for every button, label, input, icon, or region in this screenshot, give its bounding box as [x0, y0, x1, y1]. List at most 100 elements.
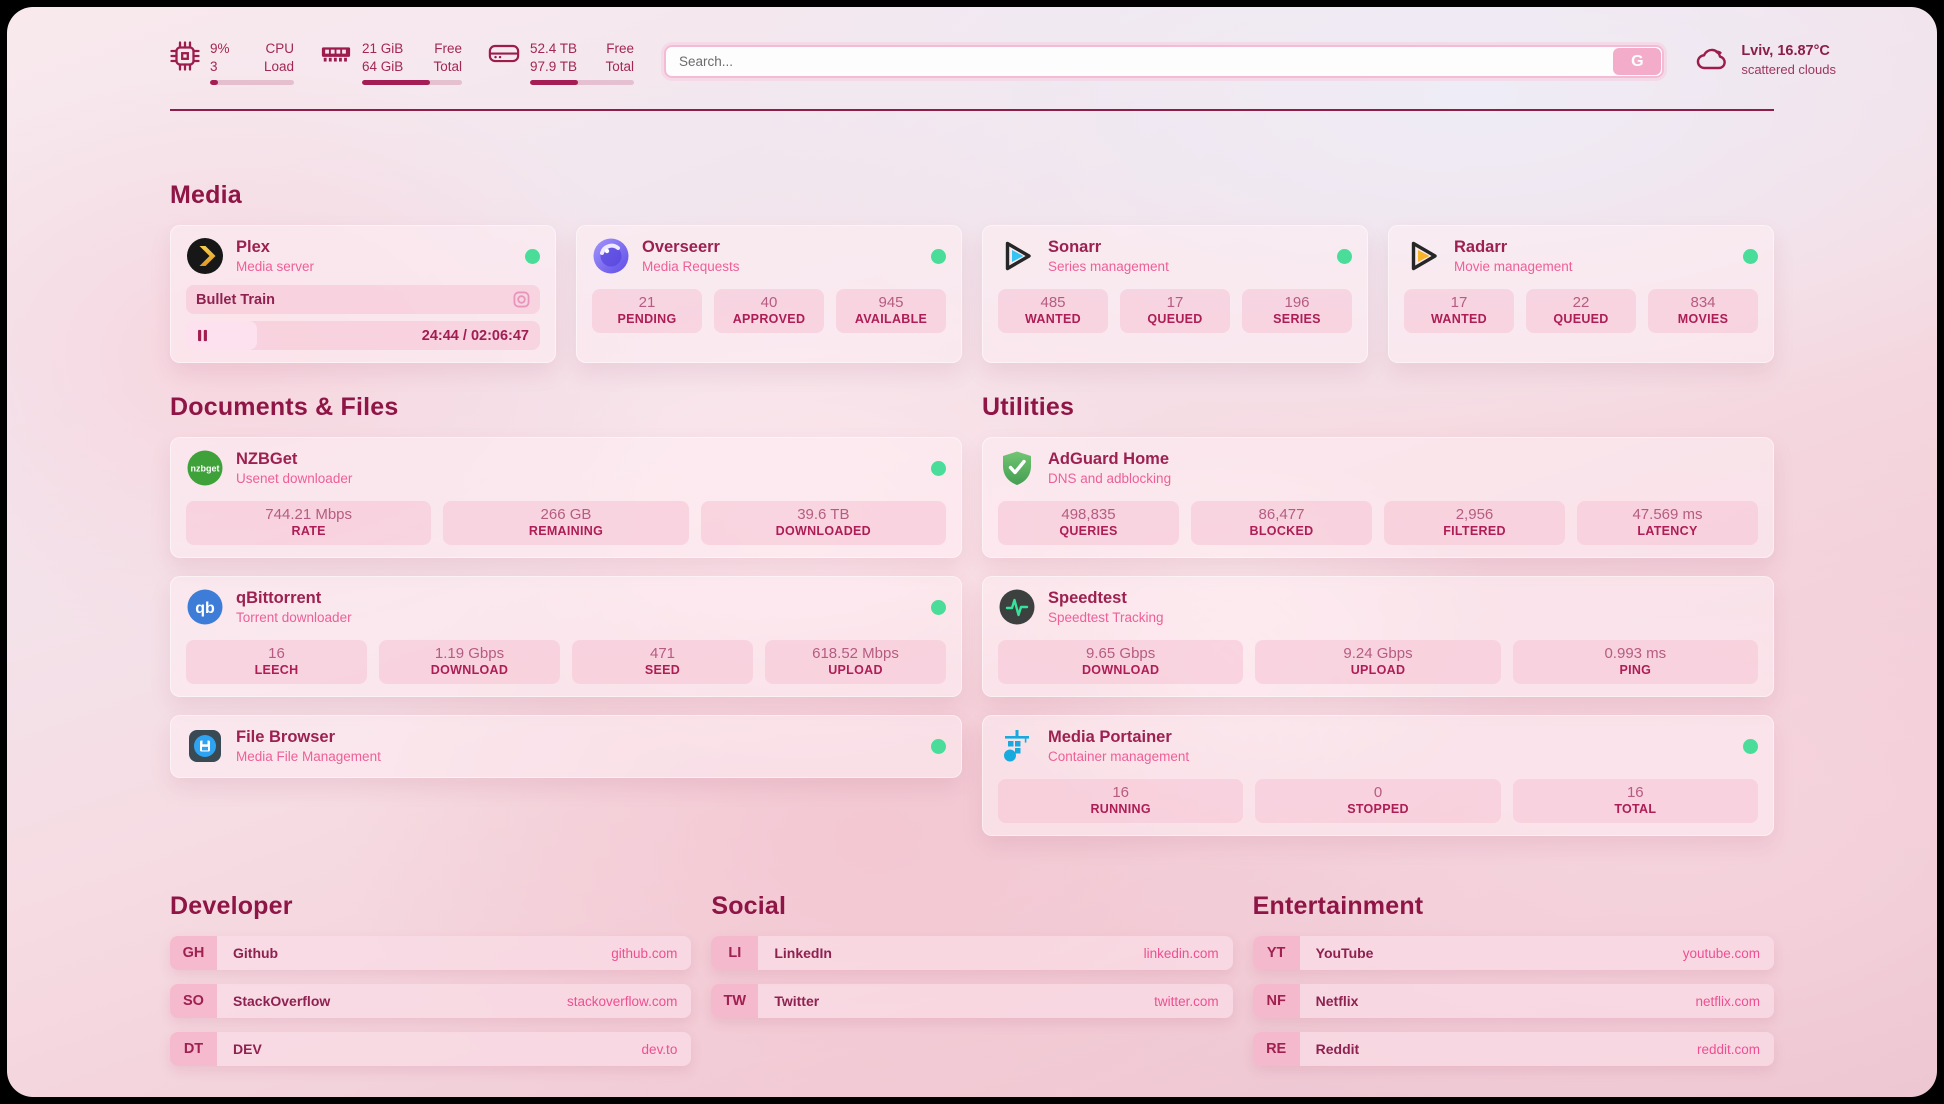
stat-box: 39.6 TB DOWNLOADED: [700, 501, 946, 546]
dev-icon: DT: [170, 1032, 217, 1067]
portainer-card[interactable]: Media Portainer Container management 16 …: [982, 715, 1774, 837]
disk-progressbar: [530, 80, 634, 86]
ram-progressbar: [362, 80, 462, 86]
disk-label1: Free: [606, 41, 634, 56]
stat-box: 485 WANTED: [998, 289, 1108, 334]
cpu-icon: [170, 41, 200, 85]
link-reddit[interactable]: RE Reddit reddit.com: [1252, 1032, 1774, 1067]
link-linkedin[interactable]: LI LinkedIn linkedin.com: [711, 936, 1233, 971]
cpu-stat: 9% 3 CPU Load: [170, 40, 294, 86]
cpu-progressbar: [210, 80, 294, 86]
svg-text:qb: qb: [195, 600, 215, 617]
header-divider: [170, 109, 1774, 112]
section-title-social: Social: [711, 892, 787, 921]
qbittorrent-card[interactable]: qb qBittorrent Torrent downloader 16 LEE…: [170, 576, 962, 698]
nzbget-card[interactable]: nzbget NZBGet Usenet downloader 744.21 M…: [170, 437, 962, 559]
stat-box: 16 TOTAL: [1512, 779, 1758, 824]
stat-box: 16 LEECH: [186, 640, 367, 685]
stat-box: 266 GB REMAINING: [443, 501, 689, 546]
sonarr-card[interactable]: Sonarr Series management 485 WANTED 17 Q…: [982, 225, 1368, 364]
app-desc: Container management: [1048, 749, 1190, 765]
app-desc: Series management: [1048, 259, 1169, 275]
hard-drive-icon: [488, 41, 520, 85]
link-netflix[interactable]: NF Netflix netflix.com: [1252, 984, 1774, 1019]
speedtest-card[interactable]: Speedtest Speedtest Tracking 9.65 Gbps D…: [982, 576, 1774, 698]
filebrowser-logo-icon: [186, 727, 224, 765]
status-online-dot: [1743, 248, 1758, 264]
stat-box: 16 RUNNING: [998, 779, 1244, 824]
stat-box: 834 MOVIES: [1648, 289, 1758, 334]
app-name: AdGuard Home: [1048, 449, 1170, 468]
weather-location-temp: Lviv, 16.87°C: [1741, 43, 1830, 59]
stat-box: 0.993 ms PING: [1512, 640, 1758, 685]
section-title-developer: Developer: [170, 892, 293, 921]
google-search-button[interactable]: G: [1613, 48, 1662, 75]
disk-total: 97.9 TB: [530, 58, 578, 74]
link-twitter[interactable]: TW Twitter twitter.com: [711, 984, 1233, 1019]
app-name: NZBGet: [236, 449, 298, 468]
cpu-usage: 9%: [210, 41, 230, 56]
app-name: Media Portainer: [1048, 727, 1172, 746]
dashboard-screen: 9% 3 CPU Load: [7, 7, 1937, 1097]
netflix-icon: NF: [1252, 984, 1300, 1019]
stat-box: 2,956 FILTERED: [1384, 501, 1565, 546]
status-online-dot: [1337, 248, 1352, 264]
weather-condition: scattered clouds: [1741, 62, 1836, 77]
cpu-count: 3: [210, 58, 218, 74]
stat-box: 21 PENDING: [592, 289, 702, 334]
status-online-dot: [931, 738, 946, 754]
link-dev[interactable]: DT DEV dev.to: [170, 1032, 692, 1067]
ram-total: 64 GiB: [362, 58, 404, 74]
radarr-card[interactable]: Radarr Movie management 17 WANTED 22 QUE…: [1388, 225, 1774, 364]
plex-card[interactable]: Plex Media server Bullet Train: [170, 225, 556, 364]
app-name: Speedtest: [1048, 588, 1127, 607]
filebrowser-card[interactable]: File Browser Media File Management: [170, 715, 962, 779]
stat-box: 9.65 Gbps DOWNLOAD: [998, 640, 1244, 685]
app-desc: Media server: [236, 259, 315, 275]
app-desc: Usenet downloader: [236, 471, 353, 487]
radarr-logo-icon: [1404, 237, 1442, 275]
status-online-dot: [1743, 738, 1758, 754]
github-icon: GH: [170, 936, 217, 971]
linkedin-icon: LI: [711, 936, 759, 971]
stat-box: 1.19 Gbps DOWNLOAD: [379, 640, 560, 685]
status-online-dot: [931, 599, 946, 615]
cpu-label1: CPU: [265, 41, 294, 56]
link-stackoverflow[interactable]: SO StackOverflow stackoverflow.com: [170, 984, 692, 1019]
stat-box: 40 APPROVED: [714, 289, 824, 334]
stat-box: 471 SEED: [572, 640, 753, 685]
playback-progressbar: 24:44 / 02:06:47: [186, 321, 540, 351]
stat-box: 744.21 Mbps RATE: [186, 501, 432, 546]
section-title-entertainment: Entertainment: [1252, 892, 1424, 921]
section-title-utilities: Utilities: [982, 393, 1075, 422]
svg-text:nzbget: nzbget: [191, 464, 220, 474]
plex-logo-icon: [186, 237, 224, 275]
status-online-dot: [931, 248, 946, 264]
section-title-media: Media: [170, 181, 242, 210]
disk-label2: Total: [605, 58, 634, 74]
stat-box: 9.24 Gbps UPLOAD: [1255, 640, 1501, 685]
playback-time: 24:44 / 02:06:47: [421, 327, 529, 344]
adguard-logo-icon: [998, 449, 1036, 487]
nzbget-logo-icon: nzbget: [186, 449, 224, 487]
now-playing-row: Bullet Train: [186, 285, 540, 315]
app-name: Radarr: [1454, 237, 1508, 256]
adguard-card[interactable]: AdGuard Home DNS and adblocking 498,835 …: [982, 437, 1774, 559]
stat-box: 47.569 ms LATENCY: [1577, 501, 1758, 546]
section-title-documents: Documents & Files: [170, 393, 399, 422]
stat-box: 17 QUEUED: [1120, 289, 1230, 334]
storage-stat: 52.4 TB 97.9 TB Free Total: [488, 40, 634, 86]
app-desc: Media Requests: [642, 259, 740, 275]
top-bar: 9% 3 CPU Load: [170, 7, 1836, 86]
link-youtube[interactable]: YT YouTube youtube.com: [1252, 936, 1774, 971]
stat-box: 945 AVAILABLE: [836, 289, 946, 334]
link-github[interactable]: GH Github github.com: [170, 936, 692, 971]
stat-box: 498,835 QUERIES: [998, 501, 1179, 546]
pause-icon[interactable]: [196, 329, 209, 342]
app-desc: Torrent downloader: [236, 610, 352, 626]
search-bar: G: [664, 45, 1665, 78]
stat-box: 618.52 Mbps UPLOAD: [765, 640, 946, 685]
search-input[interactable]: [664, 45, 1665, 78]
overseerr-card[interactable]: Overseerr Media Requests 21 PENDING 40 A…: [576, 225, 962, 364]
stat-box: 196 SERIES: [1242, 289, 1352, 334]
